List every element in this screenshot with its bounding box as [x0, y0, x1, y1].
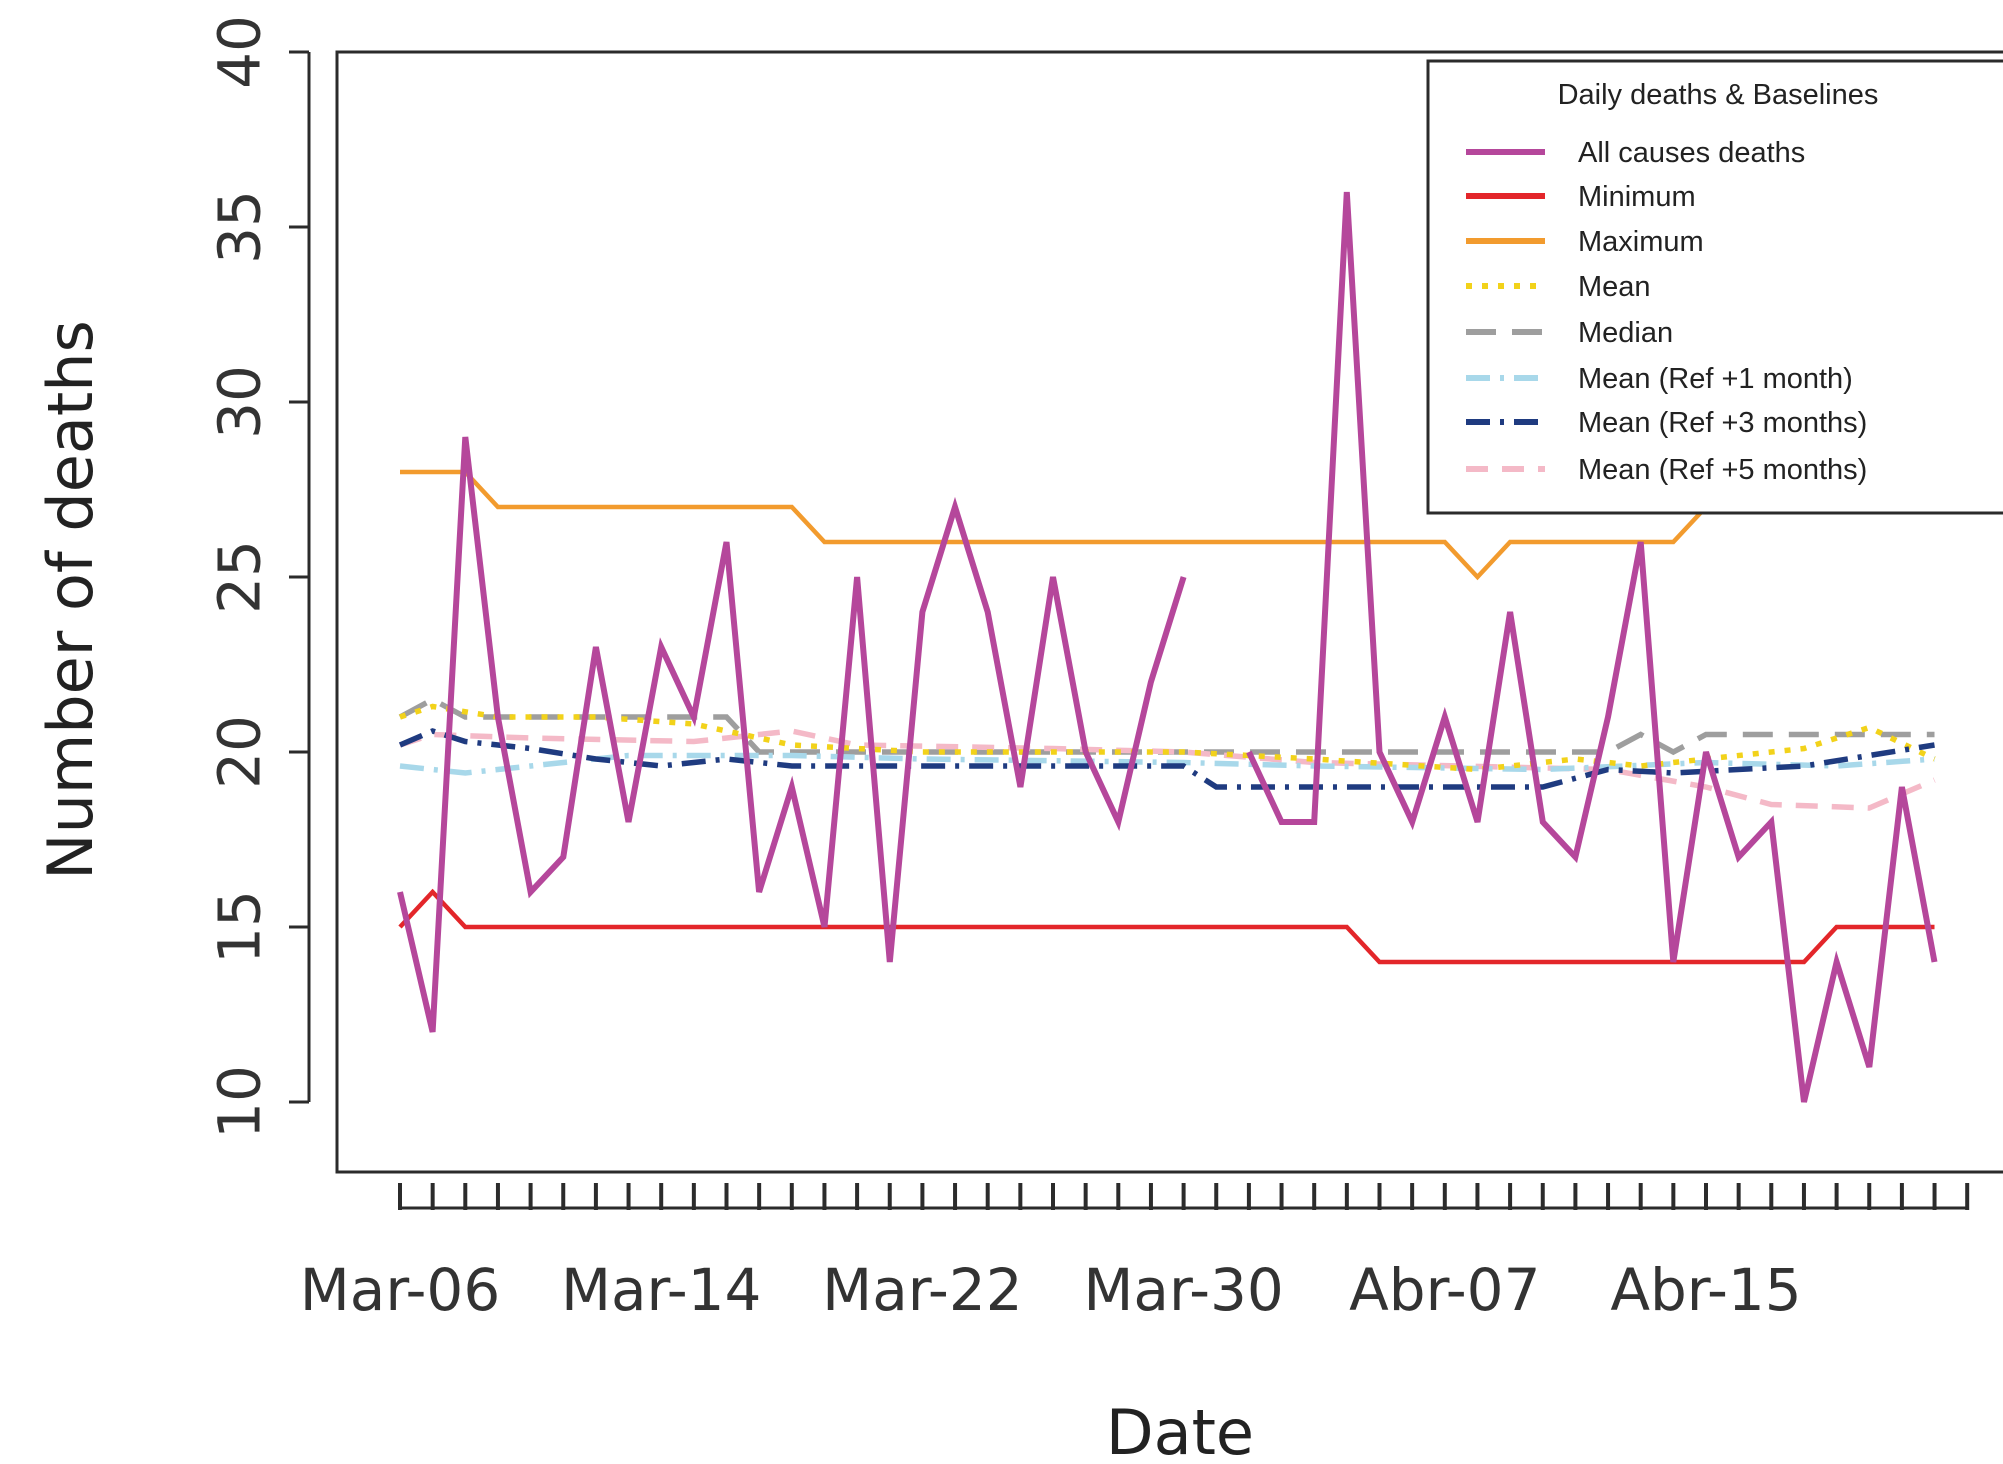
legend-items: All causes deaths Minimum Maximum Mean Media… — [1466, 137, 1867, 486]
series-line — [400, 469, 1708, 581]
y-tick-label: 30 — [205, 365, 273, 439]
y-axis: 10 15 20 25 30 35 40 — [205, 15, 311, 1139]
x-tick-label: Abr-15 — [1610, 1256, 1801, 1324]
legend-box — [1426, 59, 2003, 515]
series-maximum — [400, 469, 1708, 581]
legend-label: Mean (Ref +3 months) — [1578, 407, 1867, 439]
legend-label: Minimum — [1578, 181, 1696, 213]
series-mean — [399, 703, 1936, 773]
y-tick-label: 40 — [205, 15, 273, 89]
series-line — [398, 696, 1935, 756]
y-tick-label: 15 — [205, 890, 273, 964]
legend-label: Mean (Ref +1 month) — [1578, 363, 1853, 395]
y-tick-label: 10 — [205, 1065, 273, 1139]
legend-item: Maximum — [1466, 226, 1704, 258]
legend-label: Mean (Ref +5 months) — [1578, 454, 1867, 486]
series-median — [398, 696, 1935, 756]
x-tick-label: Mar-06 — [300, 1256, 500, 1324]
legend-label: Maximum — [1578, 226, 1704, 258]
series-minimum — [398, 888, 1935, 965]
series-line — [398, 728, 1935, 790]
x-axis: Mar-06 Mar-14 Mar-22 Mar-30 Abr-07 Abr-15 — [300, 1183, 1970, 1324]
series-all-causes-deaths — [397, 191, 1938, 1103]
legend-label: Mean — [1578, 271, 1651, 303]
legend-label: All causes deaths — [1578, 137, 1805, 169]
legend-item: Mean (Ref +1 month) — [1466, 363, 1853, 395]
y-axis-title: Number of deaths — [34, 320, 107, 880]
legend-item: Mean (Ref +5 months) — [1466, 454, 1867, 486]
x-tick-label: Mar-22 — [822, 1256, 1022, 1324]
y-tick-label: 25 — [205, 540, 273, 614]
series-line — [1246, 191, 1938, 1103]
series-line — [398, 888, 1935, 965]
x-axis-title: Date — [1106, 1396, 1254, 1464]
series-line — [399, 703, 1936, 773]
legend-title: Daily deaths & Baselines — [1558, 79, 1879, 111]
legend: Daily deaths & Baselines All causes deat… — [1426, 59, 2003, 515]
series-line — [397, 436, 1187, 1033]
series-layer — [397, 191, 1938, 1103]
plot-frame — [335, 50, 2003, 1174]
legend-label: Median — [1578, 317, 1673, 349]
legend-item: Mean — [1466, 271, 1651, 303]
y-tick-label: 20 — [205, 715, 273, 789]
x-tick-label: Mar-14 — [561, 1256, 761, 1324]
legend-item: Mean (Ref +3 months) — [1466, 407, 1867, 439]
x-tick-label: Mar-30 — [1083, 1256, 1283, 1324]
legend-item: All causes deaths — [1466, 137, 1805, 169]
x-tick-label: Abr-07 — [1349, 1256, 1540, 1324]
series-mean-ref-3-months — [398, 728, 1935, 790]
y-tick-label: 35 — [205, 190, 273, 264]
legend-item: Median — [1466, 317, 1673, 349]
legend-item: Minimum — [1466, 181, 1696, 213]
